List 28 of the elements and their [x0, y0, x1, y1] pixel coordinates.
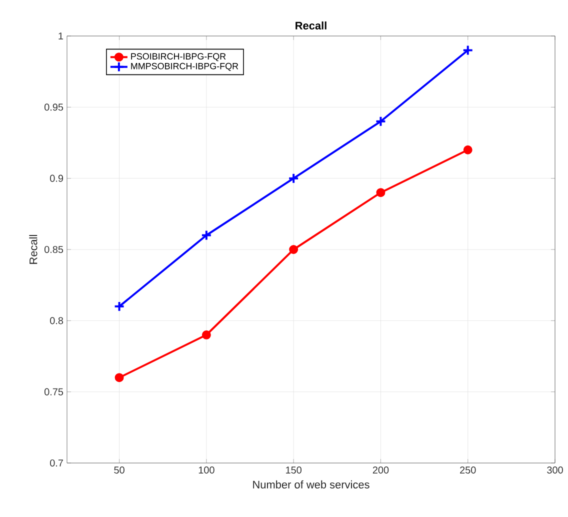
point [289, 245, 298, 254]
point [376, 188, 386, 198]
legend-label: MMPSOBIRCH-IBPG-FQR [131, 62, 238, 71]
point [114, 373, 124, 382]
chart-title: Recall [296, 21, 326, 30]
y-axis-title: Recall [29, 235, 38, 264]
y-tick-label: 0.7 [50, 459, 63, 467]
point [462, 44, 474, 56]
x-axis-title: Number of web services [253, 480, 370, 488]
x-tick-label: 300 [547, 466, 563, 474]
legend-label: PSOIBIRCH-IBPG-FQR [131, 53, 226, 62]
point [200, 230, 212, 241]
y-tick-label: 1 [58, 32, 63, 40]
point [463, 145, 472, 154]
x-tick-label: 250 [460, 466, 476, 474]
y-tick-label: 0.9 [50, 174, 64, 182]
y-tick-label: 0.8 [50, 317, 64, 324]
y-tick-label: 0.75 [44, 388, 64, 396]
y-tick-label: 0.95 [44, 104, 64, 111]
point [288, 172, 300, 184]
x-tick-label: 50 [114, 466, 124, 474]
x-tick-label: 200 [372, 466, 389, 474]
point [114, 300, 125, 312]
point [202, 330, 211, 340]
x-tick-label: 150 [286, 466, 302, 474]
x-tick-label: 100 [198, 466, 214, 474]
y-tick-label: 0.85 [44, 246, 64, 254]
point [375, 116, 386, 127]
